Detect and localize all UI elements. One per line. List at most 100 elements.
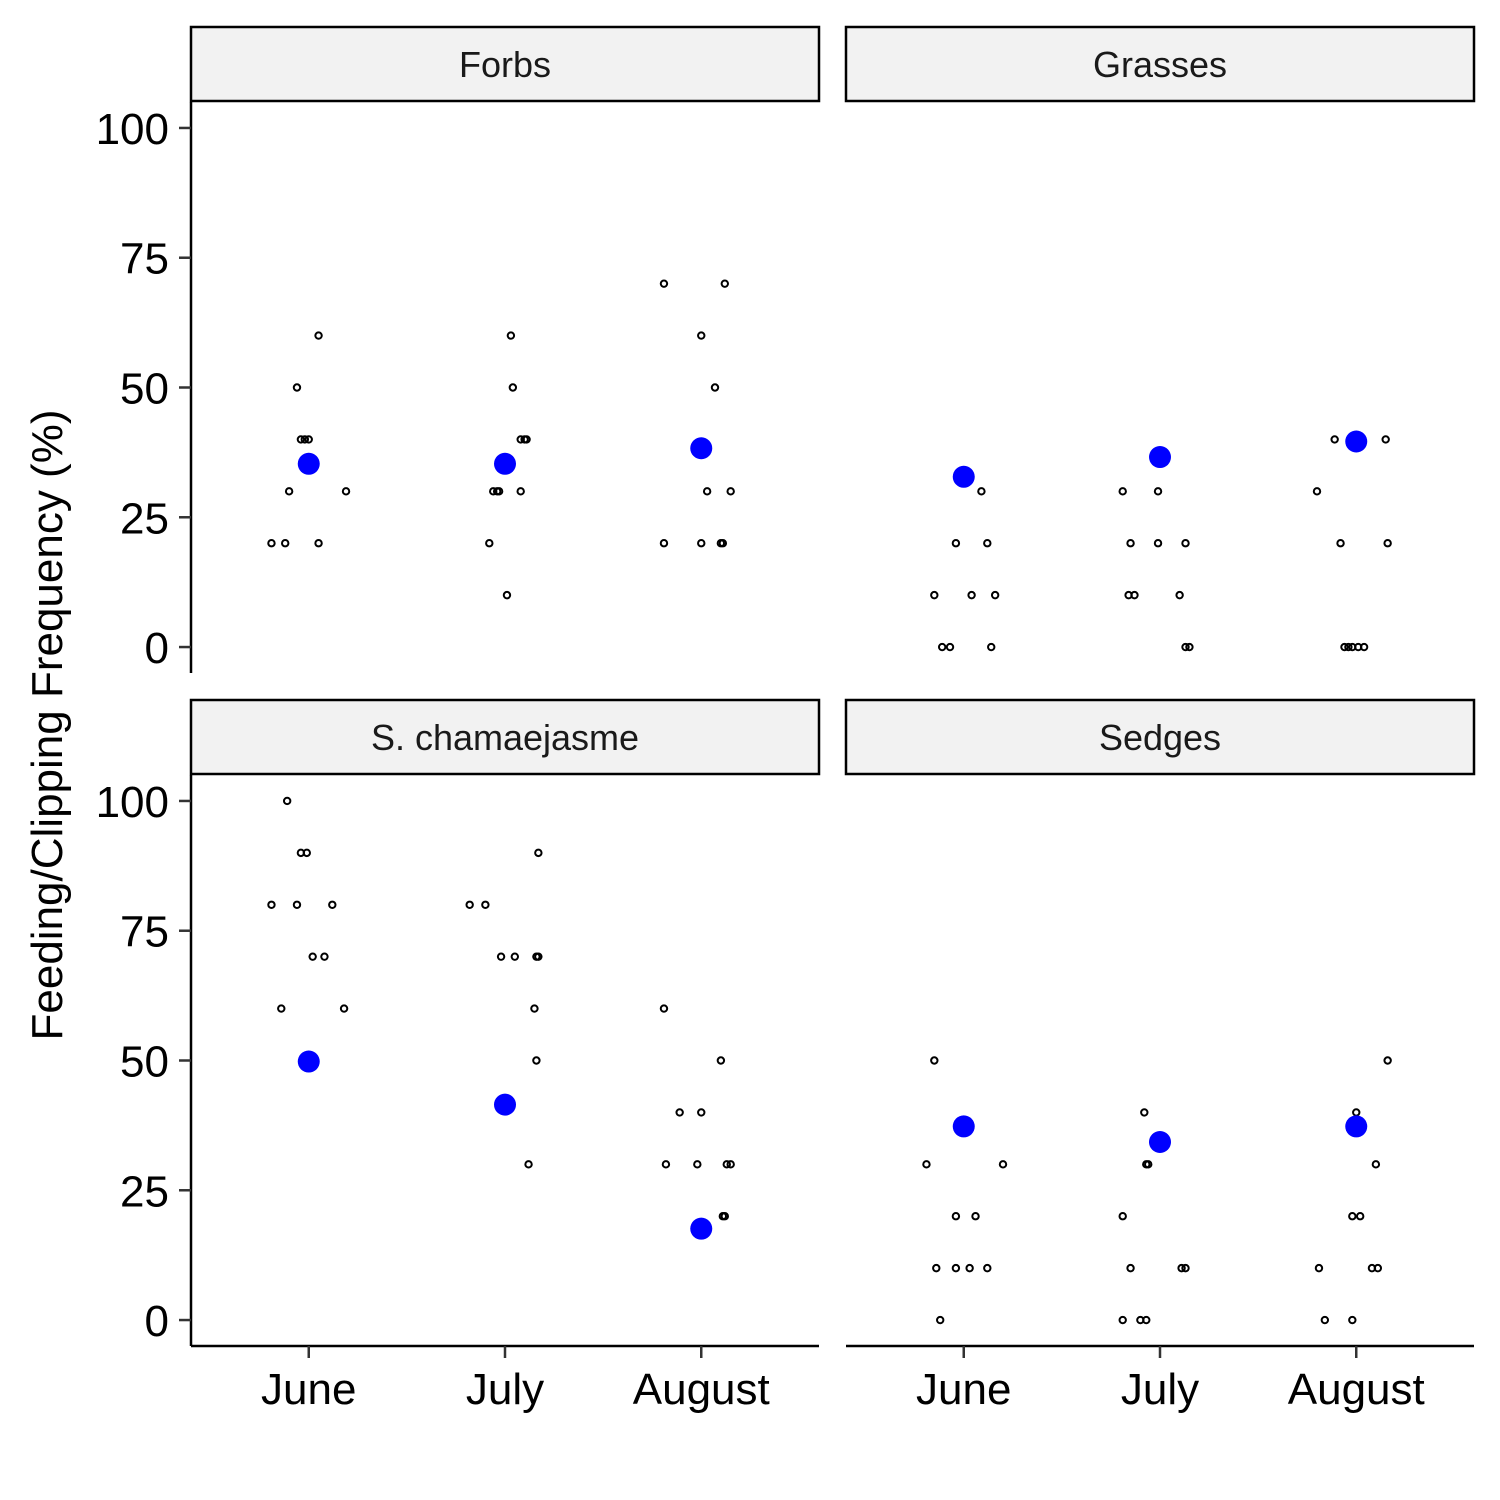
observation-point (277, 1004, 286, 1013)
observation-point (1153, 539, 1163, 548)
observation-point (300, 435, 310, 444)
observation-point (983, 539, 992, 548)
observation-point (530, 1004, 539, 1013)
observation-point (693, 1160, 702, 1169)
observation-point (1383, 539, 1392, 548)
facet-label-forbs: Forbs (459, 44, 551, 85)
mean-point (952, 465, 975, 488)
facet-strip-s-chamaejasme (189, 698, 821, 776)
x-tick-label: June (916, 1365, 1011, 1414)
observation-point (328, 900, 337, 909)
observation-point (971, 1212, 980, 1221)
observation-point (1381, 435, 1390, 444)
facet-strip-sedges (844, 698, 1476, 776)
observation-point (485, 539, 494, 548)
observation-point (267, 900, 276, 909)
observation-point (510, 952, 520, 961)
observation-point (1314, 1263, 1324, 1273)
observation-point (659, 539, 669, 548)
observation-point (1181, 539, 1190, 548)
mean-point (1149, 1130, 1171, 1153)
observation-point (304, 435, 313, 444)
observation-point (1118, 1212, 1127, 1221)
observation-point (1348, 1315, 1357, 1325)
y-tick-label: 0 (145, 1297, 169, 1346)
mean-point (1345, 1115, 1368, 1138)
mean-point (690, 437, 713, 460)
observation-point (987, 642, 996, 652)
observation-point (281, 539, 290, 548)
observation-point (1177, 1263, 1186, 1273)
observation-point (502, 590, 512, 600)
observation-point (282, 796, 292, 806)
observation-point (726, 1160, 735, 1169)
observation-point (1359, 642, 1369, 652)
x-tick-label: June (261, 1365, 356, 1414)
observation-point (522, 435, 531, 444)
observation-point (1153, 487, 1163, 496)
observation-point (716, 1056, 726, 1065)
observation-point (722, 1160, 731, 1169)
observation-point (302, 848, 311, 858)
observation-point (314, 331, 323, 340)
observation-point (930, 590, 939, 600)
observation-point (998, 1160, 1008, 1169)
observation-point (1336, 539, 1345, 548)
y-axis-title: Feeding/Clipping Frequency (%) (23, 410, 72, 1041)
observation-point (967, 590, 976, 600)
observation-point (1144, 1160, 1153, 1169)
observation-point (465, 900, 474, 909)
observation-point (697, 539, 706, 548)
observation-point (675, 1108, 684, 1117)
observation-point (930, 1056, 939, 1065)
mean-point (690, 1217, 713, 1240)
observation-point (1312, 487, 1322, 496)
observation-point (494, 487, 504, 496)
panel-grasses: Grasses (844, 25, 1476, 652)
observation-point (983, 1263, 992, 1273)
observation-point (1142, 1315, 1151, 1325)
observation-point (710, 383, 720, 392)
observation-point (1140, 1108, 1149, 1117)
observation-point (1373, 1263, 1383, 1273)
observation-point (534, 952, 543, 961)
observation-point (506, 331, 516, 340)
observation-point (1130, 590, 1139, 600)
observation-point (1383, 1056, 1392, 1065)
observation-point (1175, 590, 1184, 600)
y-tick-label: 100 (96, 778, 169, 827)
y-tick-label: 25 (120, 1167, 169, 1216)
y-tick-label: 0 (145, 624, 169, 673)
observation-point (697, 1108, 706, 1117)
observation-point (951, 1263, 961, 1273)
observation-point (1320, 1315, 1330, 1325)
observation-point (1118, 1315, 1127, 1325)
observation-point (659, 1004, 669, 1013)
observation-point (292, 383, 302, 392)
observation-point (718, 539, 728, 548)
mean-point (494, 452, 516, 475)
observation-point (1371, 1160, 1381, 1169)
observation-point (534, 848, 543, 858)
observation-point (284, 487, 294, 496)
panel-sedges: Sedges June July August (844, 698, 1476, 1414)
observation-point (1355, 1212, 1365, 1221)
observation-point (508, 383, 518, 392)
x-tick-label: August (1288, 1365, 1425, 1414)
observation-point (937, 642, 947, 652)
panel-s-chamaejasme: S. chamaejasme 0 25 50 75 100 June July August (96, 698, 821, 1414)
mean-point (494, 1093, 516, 1116)
y-tick-label: 100 (96, 105, 169, 154)
observation-point (292, 900, 302, 909)
observation-point (516, 487, 525, 496)
y-tick-label: 50 (120, 365, 169, 414)
observation-point (720, 279, 729, 288)
observation-point (1340, 642, 1349, 652)
observation-point (481, 900, 490, 909)
x-tick-label: July (466, 1365, 544, 1414)
y-tick-label: 75 (120, 235, 169, 284)
observation-point (496, 952, 506, 961)
observation-point (524, 1160, 533, 1169)
observation-point (320, 952, 329, 961)
